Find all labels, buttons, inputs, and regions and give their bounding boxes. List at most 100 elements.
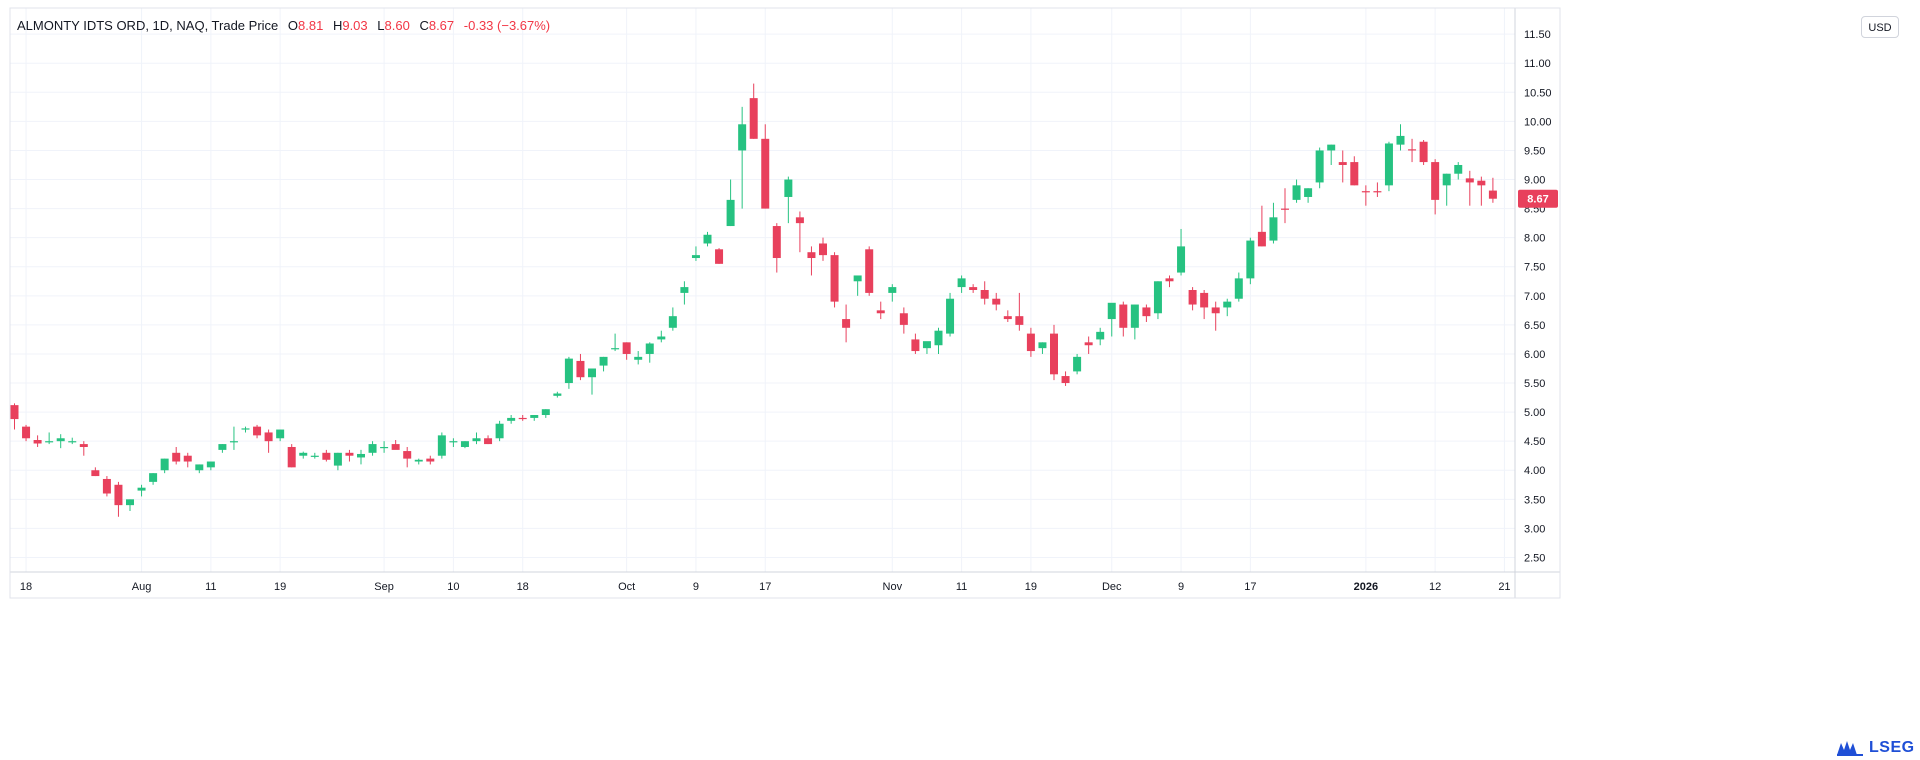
candle xyxy=(1361,185,1370,206)
candle-body xyxy=(749,98,758,139)
candle xyxy=(541,409,550,418)
candle-body xyxy=(1119,304,1128,328)
candle-body xyxy=(10,405,19,420)
candle xyxy=(1246,237,1255,285)
candle-body xyxy=(357,453,365,458)
candle xyxy=(715,248,724,264)
candle xyxy=(795,211,804,253)
candle xyxy=(611,333,620,352)
low-label: L xyxy=(377,18,385,33)
candle-body xyxy=(229,441,238,443)
candle xyxy=(518,415,527,421)
candle xyxy=(1073,353,1082,375)
candle-body xyxy=(1384,143,1393,186)
low-value: 8.60 xyxy=(384,18,410,33)
candle-body xyxy=(680,287,689,293)
candle-body xyxy=(241,428,250,430)
y-tick-label: 4.50 xyxy=(1524,436,1545,448)
candle xyxy=(588,368,596,395)
candle xyxy=(172,446,181,465)
candle-body xyxy=(1477,180,1486,186)
candle xyxy=(287,444,296,468)
candle xyxy=(1015,292,1024,331)
candle-body xyxy=(1200,292,1209,308)
y-tick-label: 5.50 xyxy=(1524,378,1545,390)
candle-body xyxy=(56,438,65,442)
x-tick-label: 18 xyxy=(20,581,32,593)
candle xyxy=(10,403,19,430)
candle xyxy=(957,275,966,293)
candle xyxy=(299,451,308,459)
symbol-label: ALMONTY IDTS ORD, 1D, NAQ, Trade Price xyxy=(17,18,279,33)
candle xyxy=(865,246,874,296)
candle-body xyxy=(1431,162,1440,200)
x-tick-label: 19 xyxy=(1025,581,1037,593)
candle xyxy=(310,452,319,459)
candle xyxy=(1419,139,1428,165)
candle-body xyxy=(645,343,654,354)
candle-body xyxy=(1223,301,1232,308)
candle xyxy=(368,441,377,456)
brand-logo[interactable]: LSEG xyxy=(1835,738,1915,758)
candle-body xyxy=(1396,135,1405,145)
candle xyxy=(634,351,643,365)
candle xyxy=(495,420,504,442)
x-tick-label: 19 xyxy=(274,581,286,593)
candle xyxy=(553,391,562,398)
candle xyxy=(345,449,354,462)
candle-body xyxy=(1338,162,1347,165)
x-tick-label: 11 xyxy=(956,581,967,593)
candle-body xyxy=(795,217,804,224)
last-price-tag: 8.67 xyxy=(1518,189,1558,208)
candle-body xyxy=(322,452,331,460)
y-tick-label: 3.50 xyxy=(1524,494,1545,506)
candle-body xyxy=(264,432,273,442)
candle xyxy=(1084,336,1093,354)
x-tick-label: 12 xyxy=(1429,581,1441,593)
candle-body xyxy=(761,138,770,209)
price-axis[interactable]: 11.5011.0010.5010.009.509.008.508.007.50… xyxy=(1518,29,1558,564)
candle-body xyxy=(899,313,908,325)
candle-body xyxy=(391,444,400,450)
x-tick-label: Sep xyxy=(374,581,394,593)
candle xyxy=(888,284,897,302)
candle-body xyxy=(299,452,308,456)
candle xyxy=(668,307,677,331)
candle-body xyxy=(1026,333,1035,352)
candle xyxy=(564,356,573,389)
candle-body xyxy=(195,464,204,471)
chart-frame xyxy=(9,7,1561,599)
close-label: C xyxy=(419,18,429,33)
candle-body xyxy=(460,441,469,447)
candle xyxy=(183,452,192,468)
candle xyxy=(1281,188,1289,224)
candle xyxy=(980,281,989,305)
candle-body xyxy=(1003,316,1012,320)
candle-body xyxy=(414,459,423,462)
x-tick-label: 17 xyxy=(1244,581,1256,593)
candle xyxy=(830,252,839,308)
candle xyxy=(1373,182,1382,197)
candle xyxy=(726,179,735,227)
candle-body xyxy=(472,438,481,442)
ohlc-legend: ALMONTY IDTS ORD, 1D, NAQ, Trade Price O… xyxy=(17,18,550,33)
candle xyxy=(460,441,469,449)
candle xyxy=(426,455,435,465)
candle-body xyxy=(553,393,562,396)
candle-body xyxy=(45,441,54,443)
candle-body xyxy=(564,358,573,384)
time-axis[interactable]: 18 Aug 11 19 Sep 10 18 Oct 9 17 Nov 11 19 Dec 9 17 2026 1… xyxy=(20,581,1511,593)
candle xyxy=(772,223,781,273)
candle xyxy=(507,415,516,424)
candle-body xyxy=(449,441,458,443)
candle xyxy=(137,484,146,497)
candle-body xyxy=(1361,191,1370,193)
candle-body xyxy=(1350,162,1359,186)
currency-button[interactable]: USD xyxy=(1861,16,1899,38)
y-tick-label: 10.00 xyxy=(1524,116,1552,128)
candle-body xyxy=(137,487,146,491)
y-tick-label: 10.50 xyxy=(1524,87,1552,99)
candle-body xyxy=(1015,316,1024,325)
candle-body xyxy=(310,455,319,457)
